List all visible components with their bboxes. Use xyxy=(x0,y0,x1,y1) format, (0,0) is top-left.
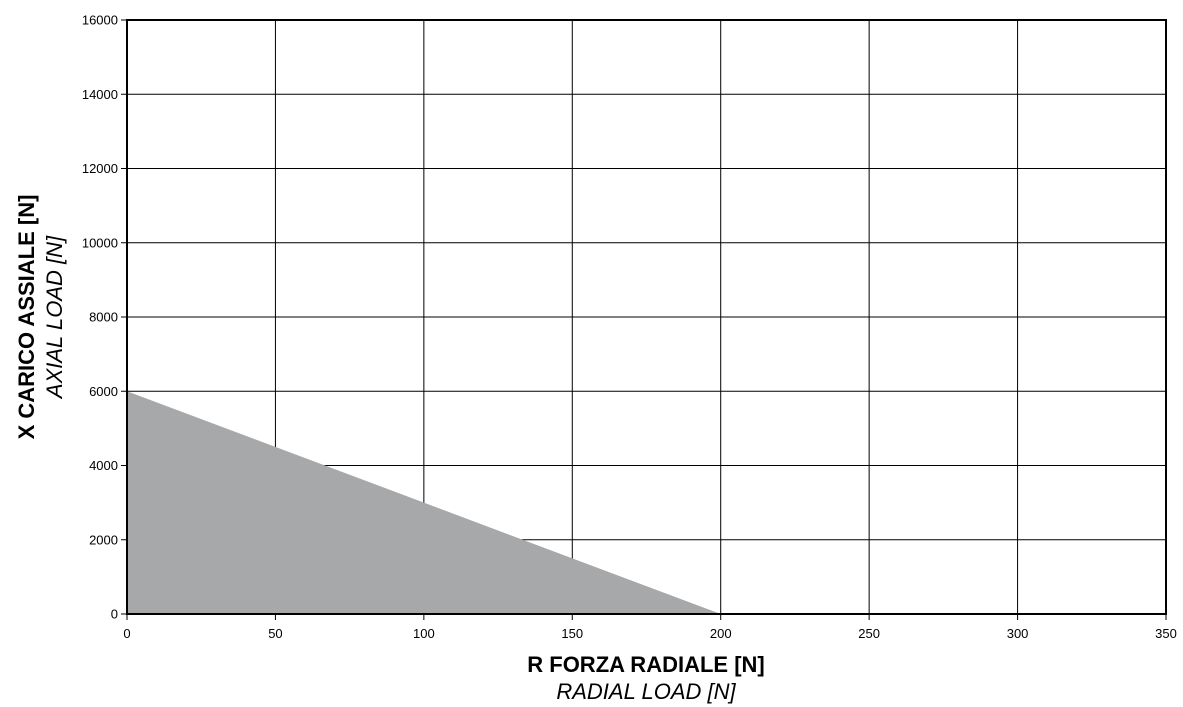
y-axis-label: X CARICO ASSIALE [N] xyxy=(14,195,39,440)
y-axis-sublabel: AXIAL LOAD [N] xyxy=(42,235,67,400)
area-fill-0 xyxy=(127,391,721,614)
x-axis-label: R FORZA RADIALE [N] xyxy=(527,652,765,677)
x-tick-label-2: 100 xyxy=(413,626,435,641)
x-tick-label-1: 50 xyxy=(268,626,282,641)
x-axis-sublabel: RADIAL LOAD [N] xyxy=(556,679,736,704)
x-tick-label-4: 200 xyxy=(710,626,732,641)
y-tick-label-6: 12000 xyxy=(82,161,118,176)
y-tick-label-7: 14000 xyxy=(82,87,118,102)
x-tick-label-7: 350 xyxy=(1155,626,1177,641)
area-series xyxy=(127,391,721,614)
y-tick-label-2: 4000 xyxy=(89,458,118,473)
x-axis-ticks: 0 50 100 150 200 250 300 350 xyxy=(123,614,1177,641)
y-tick-label-3: 6000 xyxy=(89,384,118,399)
y-tick-label-1: 2000 xyxy=(89,532,118,547)
x-tick-label-5: 250 xyxy=(858,626,880,641)
x-tick-label-6: 300 xyxy=(1007,626,1029,641)
y-tick-label-4: 8000 xyxy=(89,310,118,325)
y-tick-label-5: 10000 xyxy=(82,235,118,250)
x-tick-label-3: 150 xyxy=(561,626,583,641)
x-tick-label-0: 0 xyxy=(123,626,130,641)
y-tick-label-8: 16000 xyxy=(82,13,118,28)
y-axis-ticks: 0 2000 4000 6000 8000 10000 12000 14000 16000 xyxy=(82,13,127,622)
y-tick-label-0: 0 xyxy=(111,607,118,622)
